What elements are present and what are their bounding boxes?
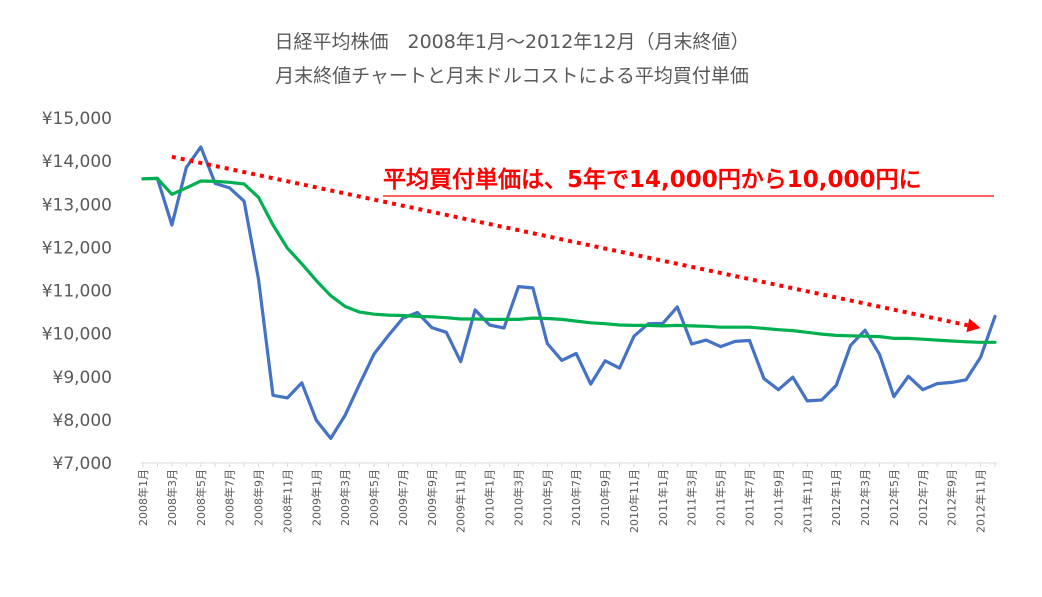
x-axis: 2008年1月 2008年3月 2008年5月 2008年7月 2008年9月 2008年… <box>136 462 997 533</box>
x-tick-label: 2008年5月 <box>194 469 208 526</box>
x-tick-label: 2010年1月 <box>483 469 497 526</box>
chart-subtitle: 月末終値チャートと月末ドルコストによる平均買付単価 <box>275 65 749 87</box>
y-tick-label: ¥15,000 <box>42 109 112 129</box>
x-tick-label: 2009年3月 <box>338 469 352 526</box>
x-tick-label: 2008年3月 <box>165 469 179 526</box>
closing-price-line <box>141 145 997 440</box>
x-tick-label: 2008年11月 <box>280 469 294 533</box>
y-tick-label: ¥8,000 <box>53 411 112 431</box>
y-tick-label: ¥10,000 <box>42 325 112 345</box>
x-tick-label: 2009年7月 <box>396 469 410 526</box>
x-tick-label: 2008年1月 <box>136 469 150 526</box>
x-tick-label: 2012年9月 <box>945 469 959 526</box>
x-tick-label: 2012年3月 <box>858 469 872 526</box>
x-tick-label: 2012年5月 <box>887 469 901 526</box>
x-tick-label: 2009年11月 <box>454 469 468 533</box>
x-tick-label: 2010年7月 <box>569 469 583 526</box>
x-tick-label: 2010年5月 <box>540 469 554 526</box>
x-tick-label: 2012年11月 <box>974 469 988 533</box>
y-tick-label: ¥14,000 <box>42 152 112 172</box>
y-tick-label: ¥11,000 <box>42 282 112 302</box>
x-tick-label: 2011年11月 <box>800 469 814 533</box>
x-tick-label: 2010年11月 <box>627 469 641 533</box>
y-axis-ticks: ¥7,000 ¥8,000 ¥9,000 ¥10,000 ¥11,000 ¥12,000 ¥… <box>42 109 112 474</box>
x-tick-label: 2010年3月 <box>511 469 525 526</box>
series-lines <box>141 145 997 440</box>
x-tick-label: 2009年1月 <box>309 469 323 526</box>
trend-arrow-group <box>171 154 981 333</box>
x-tick-label: 2009年9月 <box>425 469 439 526</box>
chart-title: 日経平均株価 2008年1月～2012年12月（月末終値） <box>275 31 750 53</box>
x-tick-label: 2009年5月 <box>367 469 381 526</box>
x-tick-label: 2008年9月 <box>252 469 266 526</box>
x-tick-label: 2011年7月 <box>743 469 757 526</box>
x-tick-label: 2010年9月 <box>598 469 612 526</box>
x-tick-label: 2011年9月 <box>771 469 785 526</box>
x-tick-label: 2011年3月 <box>685 469 699 526</box>
y-tick-label: ¥12,000 <box>42 238 112 258</box>
x-tick-label: 2008年7月 <box>223 469 237 526</box>
trend-arrow-line <box>171 154 969 328</box>
x-tick-label: 2011年1月 <box>656 469 670 526</box>
x-tick-label: 2012年7月 <box>916 469 930 526</box>
x-tick-label: 2012年1月 <box>829 469 843 526</box>
chart-annotation: 平均買付単価は、5年で14,000円から10,000円に <box>383 166 922 193</box>
average-cost-line <box>141 176 997 344</box>
y-tick-label: ¥9,000 <box>53 368 112 388</box>
x-tick-label: 2011年5月 <box>714 469 728 526</box>
y-tick-label: ¥13,000 <box>42 195 112 215</box>
trend-arrow-head <box>966 318 981 333</box>
y-tick-label: ¥7,000 <box>53 454 112 474</box>
